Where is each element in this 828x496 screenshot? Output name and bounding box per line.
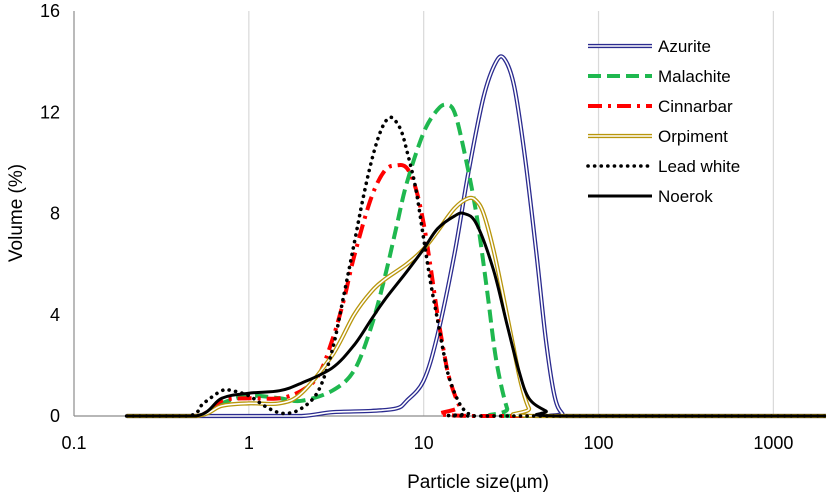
y-tick-label: 16	[40, 1, 60, 21]
series-line-inner-azurite	[126, 55, 826, 417]
series-line-cinnarbar	[126, 163, 826, 419]
series-line-lead-white	[124, 115, 828, 418]
y-tick-label: 12	[40, 102, 60, 122]
x-tick-label: 10	[414, 433, 434, 453]
y-tick-label: 0	[50, 406, 60, 426]
series-line-noerok	[126, 211, 826, 418]
legend-label-malachite: Malachite	[658, 67, 731, 86]
series-line-outer-orpiment	[126, 195, 826, 419]
y-tick-label: 4	[50, 305, 60, 325]
x-tick-labels: 0.1 1 10 100 1000	[61, 433, 793, 453]
y-tick-label: 8	[50, 204, 60, 224]
series-line-malachite	[126, 102, 826, 419]
x-tick-label: 1	[244, 433, 254, 453]
grid-lines	[248, 11, 774, 416]
series-lines	[124, 54, 828, 419]
x-axis-label: Particle size(µm)	[407, 472, 549, 493]
legend-label-azurite: Azurite	[658, 37, 711, 56]
y-axis-label: Volume (%)	[6, 164, 27, 262]
legend-label-noerok: Noerok	[658, 187, 713, 206]
legend-label-cinnarbar: Cinnarbar	[658, 97, 733, 116]
legend: Azurite Malachite Cinnarbar Orpiment Lead wh…	[586, 37, 740, 206]
legend-label-orpiment: Orpiment	[658, 127, 728, 146]
y-tick-labels: 0 4 8 12 16	[40, 1, 60, 426]
legend-label-lead-white: Lead white	[658, 157, 740, 176]
series-line-inner-orpiment	[126, 197, 826, 417]
x-tick-label: 100	[584, 433, 614, 453]
x-tick-label: 1000	[753, 433, 793, 453]
x-tick-label: 0.1	[61, 433, 86, 453]
